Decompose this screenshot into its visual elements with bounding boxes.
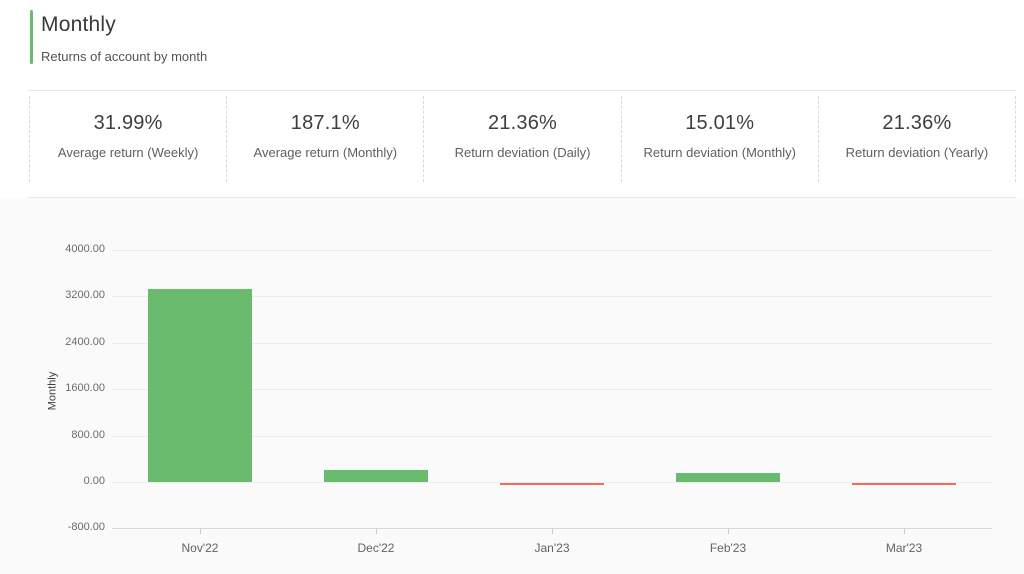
separator-bottom bbox=[28, 197, 1016, 198]
stat-label: Return deviation (Daily) bbox=[454, 145, 591, 160]
chart-section: Monthly 4000.00 3200.00 2400.00 1600.00 800.… bbox=[0, 198, 1024, 574]
stat-value: 15.01% bbox=[685, 112, 755, 134]
stat-label: Return deviation (Monthly) bbox=[643, 145, 796, 160]
accent-bar bbox=[30, 10, 33, 64]
bar-nov22[interactable] bbox=[148, 288, 252, 482]
bar-dec22[interactable] bbox=[324, 469, 428, 482]
stat-value: 21.36% bbox=[882, 112, 952, 134]
bar-mar23[interactable] bbox=[852, 483, 956, 486]
stat-label: Average return (Monthly) bbox=[253, 145, 398, 160]
stat-card-return-deviation-yearly: 21.36% Return deviation (Yearly) bbox=[817, 96, 1017, 182]
y-tick-label: -800.00 bbox=[67, 521, 105, 534]
stat-card-return-deviation-monthly: 15.01% Return deviation (Monthly) bbox=[620, 96, 818, 182]
stat-card-avg-return-monthly: 187.1% Average return (Monthly) bbox=[226, 96, 423, 182]
gridline bbox=[112, 342, 992, 344]
y-tick-label: 800.00 bbox=[71, 428, 105, 441]
gridline bbox=[112, 482, 992, 483]
x-tick-label: Feb'23 bbox=[709, 541, 747, 556]
separator-top bbox=[28, 90, 1016, 91]
x-tick-label: Nov'22 bbox=[181, 541, 219, 556]
gridline bbox=[112, 250, 992, 251]
x-tick-mark bbox=[728, 529, 729, 535]
x-tick-label: Dec'22 bbox=[357, 541, 395, 556]
x-tick-mark bbox=[376, 529, 377, 535]
y-tick-label: 1600.00 bbox=[65, 382, 105, 395]
x-tick-mark bbox=[552, 529, 553, 535]
x-tick-label: Mar'23 bbox=[885, 541, 923, 556]
gridline bbox=[112, 296, 992, 298]
x-tick-mark bbox=[200, 529, 201, 535]
y-tick-label: 0.00 bbox=[83, 475, 105, 487]
x-axis-line bbox=[112, 528, 992, 530]
y-tick-label: 4000.00 bbox=[65, 243, 105, 255]
stat-label: Return deviation (Yearly) bbox=[845, 145, 989, 160]
panel-header: Monthly Returns of account by month bbox=[0, 0, 1024, 90]
stat-label: Average return (Weekly) bbox=[57, 145, 199, 160]
bar-feb23[interactable] bbox=[676, 473, 780, 482]
stat-card-return-deviation-daily: 21.36% Return deviation (Daily) bbox=[423, 96, 620, 182]
monthly-bar-chart: Monthly 4000.00 3200.00 2400.00 1600.00 800.… bbox=[0, 198, 1024, 574]
bar-jan23[interactable] bbox=[500, 483, 604, 486]
x-tick-label: Jan'23 bbox=[534, 541, 570, 556]
stat-card-avg-return-weekly: 31.99% Average return (Weekly) bbox=[29, 96, 226, 182]
y-tick-label: 3200.00 bbox=[65, 289, 105, 302]
y-tick-label: 2400.00 bbox=[65, 335, 105, 348]
page-subtitle: Returns of account by month bbox=[41, 49, 208, 64]
stat-value: 187.1% bbox=[290, 112, 360, 134]
stats-row: 31.99% Average return (Weekly) 187.1% Av… bbox=[29, 96, 1017, 182]
stat-value: 21.36% bbox=[487, 112, 558, 134]
x-tick-mark bbox=[904, 529, 905, 535]
gridline bbox=[112, 435, 992, 437]
page-title: Monthly bbox=[41, 13, 116, 36]
stat-value: 31.99% bbox=[93, 112, 163, 134]
gridline bbox=[112, 389, 992, 391]
